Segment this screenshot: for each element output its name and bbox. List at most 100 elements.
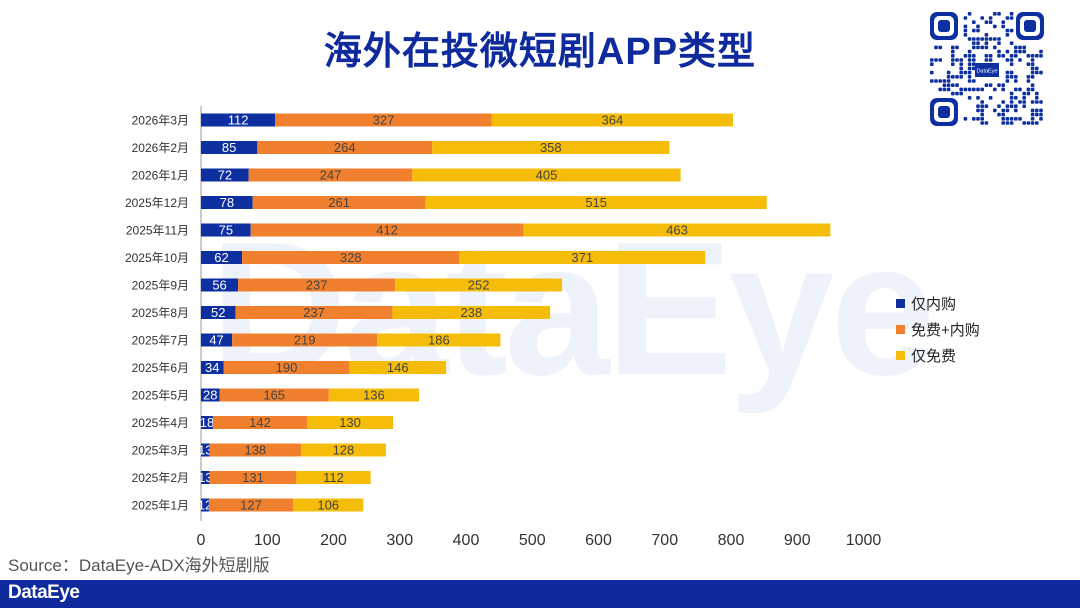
qr-finder-tr <box>1016 12 1044 40</box>
qr-finder-tl <box>930 12 958 40</box>
legend-swatch-iap <box>896 298 905 308</box>
qr-center-label: DataEye <box>976 69 997 75</box>
x-tick-label: 1000 <box>846 532 882 549</box>
legend-item-iap: 仅内购 <box>896 290 980 316</box>
bar-value-label: 327 <box>373 113 395 128</box>
y-category-label: 2025年3月 <box>132 444 189 458</box>
y-category-label: 2025年12月 <box>125 196 189 210</box>
bar-value-label: 186 <box>428 333 450 348</box>
x-tick-label: 800 <box>718 532 745 549</box>
bar-value-label: 247 <box>320 168 342 183</box>
legend-swatch-hybrid <box>896 324 905 334</box>
y-category-label: 2025年1月 <box>132 499 189 513</box>
bar-value-label: 261 <box>328 195 350 210</box>
y-category-label: 2025年6月 <box>132 361 189 375</box>
bar-value-label: 515 <box>585 195 607 210</box>
legend-item-hybrid: 免费+内购 <box>896 316 980 342</box>
bar-value-label: 138 <box>244 443 266 458</box>
y-category-label: 2025年7月 <box>132 334 189 348</box>
bar-value-label: 131 <box>242 470 264 485</box>
bar-value-label: 136 <box>363 388 385 403</box>
bar-segment <box>201 306 236 319</box>
bar-segment <box>212 416 307 429</box>
bar-segment <box>201 498 209 512</box>
bar-segment <box>392 306 551 319</box>
footer-logo: DataEye <box>8 582 80 603</box>
bar-value-label: 146 <box>387 360 409 375</box>
legend: 仅内购 免费+内购 仅免费 <box>896 290 980 368</box>
bar-segment <box>349 361 447 374</box>
bar-value-label: 238 <box>460 305 482 320</box>
bar-segment <box>201 416 213 429</box>
bar-value-label: 371 <box>571 250 593 265</box>
bar-value-label: 28 <box>203 388 217 403</box>
bar-segment <box>459 251 706 264</box>
bar-segment <box>412 168 681 182</box>
y-category-label: 2025年8月 <box>132 306 189 320</box>
bar-segment <box>301 443 386 457</box>
y-category-label: 2026年2月 <box>132 141 189 155</box>
bar-value-label: 190 <box>276 360 298 375</box>
bar-value-label: 13 <box>198 443 212 458</box>
y-category-label: 2025年2月 <box>132 471 189 485</box>
bar-value-label: 142 <box>249 415 271 430</box>
bar-segment <box>201 113 276 127</box>
y-category-label: 2025年9月 <box>132 279 189 293</box>
bar-segment <box>223 361 350 374</box>
chart-title: 海外在投微短剧APP类型 <box>323 31 757 73</box>
bar-segment <box>201 278 239 292</box>
bar-segment <box>201 388 220 402</box>
bar-segment <box>201 333 233 347</box>
bar-segment <box>252 196 426 209</box>
bar-value-label: 112 <box>323 470 344 485</box>
bar-segment <box>293 498 364 512</box>
bar-value-label: 85 <box>222 140 236 155</box>
bar-segment <box>235 306 393 319</box>
bar-segment <box>209 471 297 484</box>
bar-segment <box>491 113 733 127</box>
bar-segment <box>208 498 294 512</box>
bar-segment <box>296 471 371 484</box>
bar-value-label: 47 <box>209 333 223 348</box>
x-tick-label: 600 <box>585 532 612 549</box>
bar-segment <box>250 223 524 237</box>
bar-segment <box>232 333 378 347</box>
bar-value-label: 364 <box>602 113 624 128</box>
bar-value-label: 405 <box>536 168 558 183</box>
bar-segment <box>432 141 670 154</box>
y-category-label: 2026年3月 <box>132 114 189 128</box>
bar-value-label: 264 <box>334 140 356 155</box>
bar-value-label: 78 <box>220 195 234 210</box>
y-category-label: 2025年10月 <box>125 251 189 265</box>
bar-value-label: 328 <box>340 250 362 265</box>
bar-value-label: 412 <box>376 223 398 238</box>
bar-segment <box>201 223 251 237</box>
bar-segment <box>425 196 767 209</box>
bar-segment <box>275 113 492 127</box>
bar-segment <box>201 443 210 457</box>
bar-value-label: 358 <box>540 140 562 155</box>
footer-bar: DataEye <box>0 580 1080 608</box>
bar-value-label: 463 <box>666 223 688 238</box>
bar-value-label: 52 <box>211 305 225 320</box>
x-tick-label: 300 <box>386 532 413 549</box>
bar-value-label: 128 <box>333 443 355 458</box>
bar-value-label: 62 <box>214 250 228 265</box>
bar-segment <box>219 388 329 402</box>
legend-swatch-free <box>896 350 905 360</box>
legend-item-free: 仅免费 <box>896 342 980 368</box>
legend-label-hybrid: 免费+内购 <box>911 321 980 339</box>
bar-value-label: 72 <box>218 168 232 183</box>
bar-value-label: 130 <box>339 415 361 430</box>
x-tick-label: 200 <box>320 532 347 549</box>
bar-segment <box>201 471 210 484</box>
bar-value-label: 165 <box>263 388 285 403</box>
bar-value-label: 219 <box>294 333 316 348</box>
bar-value-label: 12 <box>198 498 212 513</box>
bar-segment <box>201 141 258 154</box>
bar-segment <box>257 141 433 154</box>
bar-value-label: 252 <box>468 278 490 293</box>
legend-label-free: 仅免费 <box>911 347 957 365</box>
bar-value-label: 237 <box>303 305 325 320</box>
bar-value-label: 112 <box>228 113 249 128</box>
